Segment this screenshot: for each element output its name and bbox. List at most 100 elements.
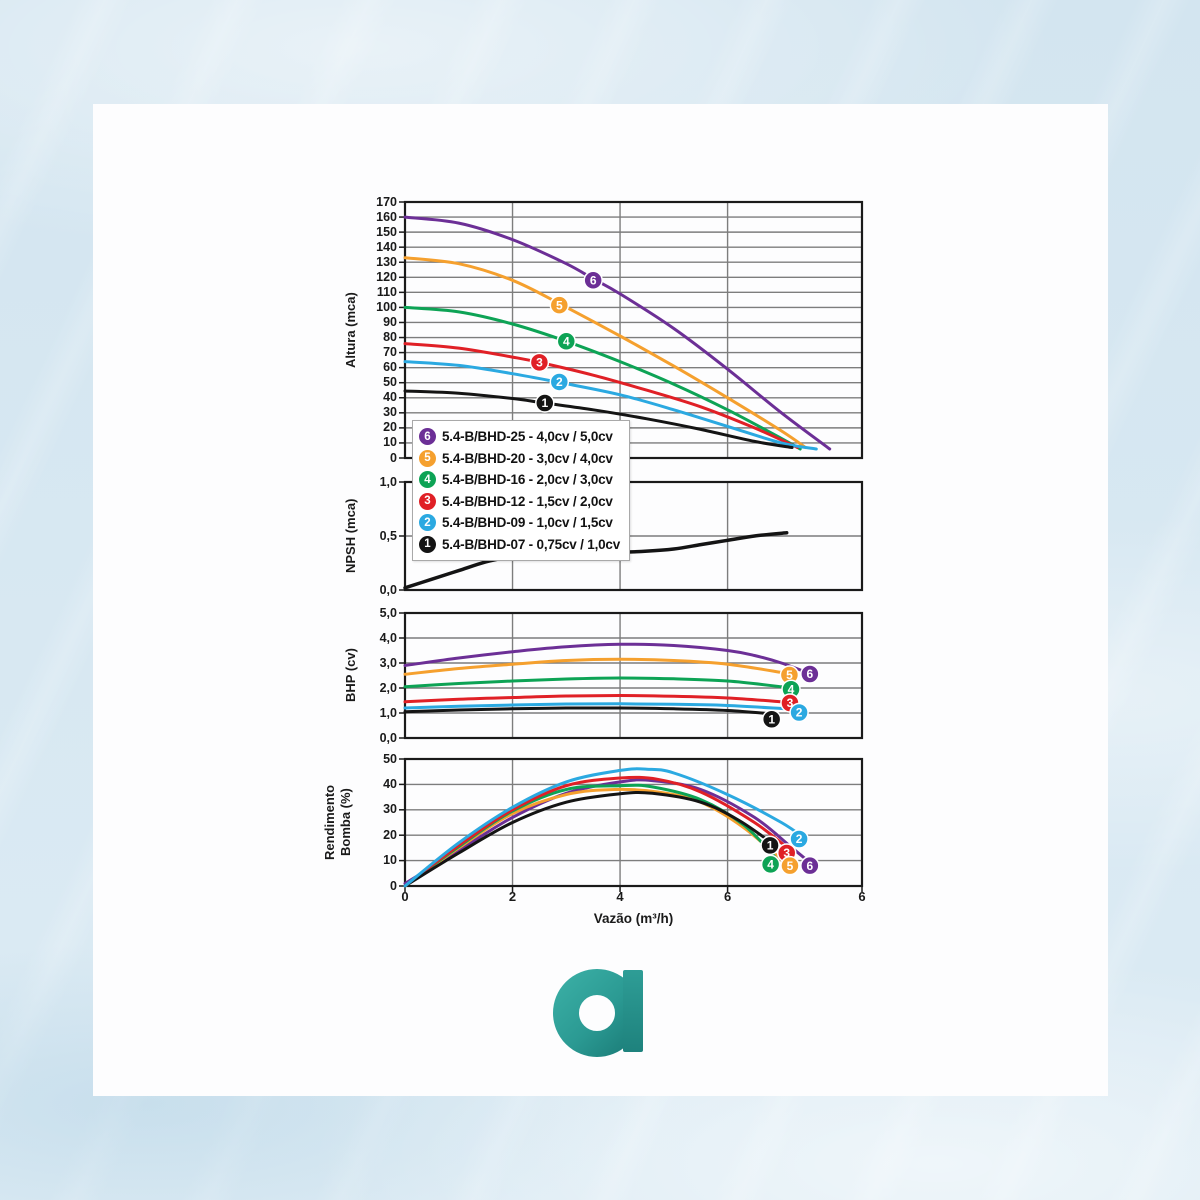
x-tick-label: 4 (616, 889, 624, 904)
series-marker-4: 4 (556, 331, 577, 352)
brand-a-logo (553, 969, 643, 1057)
series-marker-4: 4 (760, 854, 781, 875)
series-marker-1: 1 (535, 393, 555, 413)
y-tick-label: 5,0 (379, 605, 397, 620)
marker-number: 5 (787, 859, 794, 873)
marker-number: 3 (783, 846, 790, 860)
curve-series-3 (403, 775, 794, 888)
y-tick-label: 0,0 (379, 730, 397, 745)
y-tick-label: 100 (376, 299, 397, 314)
y-tick-label: 80 (383, 330, 397, 345)
marker-circle (556, 331, 577, 352)
series-marker-5: 5 (780, 855, 800, 876)
series-marker-2: 2 (789, 702, 809, 723)
curve-series-6 (403, 215, 832, 451)
legend-item: 6 5.4-B/BHD-25 - 4,0cv / 5,0cv (419, 426, 620, 448)
legend-label: 5.4-B/BHD-07 - 0,75cv / 1,0cv (442, 536, 621, 552)
legend-badge: 5 (419, 449, 436, 467)
legend-label: 5.4-B/BHD-09 - 1,0cv / 1,5cv (442, 515, 613, 531)
marker-circle (800, 664, 820, 684)
curve-series-3 (403, 342, 799, 449)
y-tick-label: 170 (376, 194, 397, 209)
page-card (93, 104, 1108, 1096)
y-tick-label: 0 (390, 450, 397, 465)
marker-number: 1 (767, 839, 774, 853)
legend-item: 1 5.4-B/BHD-07 - 0,75cv / 1,0cv (419, 534, 620, 556)
legend-label: 5.4-B/BHD-25 - 4,0cv / 5,0cv (442, 429, 613, 445)
rendimento-chart: 1 234 5 6 (399, 757, 864, 892)
altura-chart: 6 5 4 321 (399, 200, 864, 460)
y-tick-label: 50 (383, 751, 397, 766)
marker-number: 3 (787, 696, 794, 710)
legend-label: 5.4-B/BHD-16 - 2,0cv / 3,0cv (442, 472, 613, 488)
y-tick-label: 40 (383, 776, 397, 791)
marker-circle (549, 295, 570, 315)
curve-series-4 (403, 305, 802, 451)
y-tick-label: 10 (383, 435, 397, 450)
plot-border (403, 480, 864, 592)
marker-number: 3 (536, 356, 543, 370)
y-tick-label: 40 (383, 390, 397, 405)
curve-series-6 (403, 778, 816, 885)
marker-circle (529, 352, 550, 373)
plot-border (403, 200, 864, 460)
y-tick-label: 110 (376, 284, 397, 299)
marker-number: 2 (556, 375, 563, 389)
curve-series-2 (403, 702, 799, 712)
marker-number: 4 (563, 334, 570, 348)
y-tick-label: 140 (376, 239, 397, 254)
x-tick-label: 2 (508, 889, 517, 904)
marker-circle (760, 835, 780, 856)
y-tick-label: 50 (383, 375, 397, 390)
legend-badge: 4 (419, 471, 436, 489)
marker-number: 1 (541, 396, 548, 410)
curve-series-5 (403, 657, 791, 676)
marker-circle (583, 270, 603, 291)
series-marker-5: 5 (549, 295, 570, 315)
legend-item: 4 5.4-B/BHD-16 - 2,0cv / 3,0cv (419, 469, 620, 491)
curve-series-2 (403, 360, 818, 451)
y-tick-label: 90 (383, 314, 397, 329)
legend-label: 5.4-B/BHD-12 - 1,5cv / 2,0cv (442, 493, 613, 509)
marker-number: 2 (796, 706, 803, 720)
y-tick-label: 20 (383, 827, 397, 842)
marker-circle (760, 854, 781, 875)
x-axis-title: Vazão (m³/h) (593, 911, 674, 926)
x-tick-label: 0 (401, 889, 409, 904)
legend-badge: 6 (419, 428, 436, 446)
marker-number: 1 (768, 712, 775, 726)
series-marker-2: 2 (789, 829, 809, 849)
series-marker-6: 6 (800, 664, 820, 684)
curve-series-5 (403, 256, 807, 449)
legend-badge: 1 (419, 535, 436, 553)
chart-legend: 6 5.4-B/BHD-25 - 4,0cv / 5,0cv 5 5.4-B/BHD-… (412, 420, 631, 561)
curve-series-1 (403, 706, 778, 716)
curve-series-6 (403, 642, 810, 675)
curve-series-3 (403, 693, 792, 704)
marker-number: 2 (796, 832, 803, 846)
legend-badge: 3 (419, 492, 436, 510)
y-tick-label: 3,0 (379, 655, 397, 670)
marker-number: 5 (556, 298, 563, 312)
curve-series-2 (403, 767, 807, 888)
marker-circle (800, 855, 820, 876)
y-tick-label: 4,0 (379, 630, 397, 645)
series-marker-1: 1 (760, 835, 780, 856)
series-marker-2: 2 (549, 372, 570, 392)
logo-ring (553, 969, 641, 1057)
y-tick-label: 120 (376, 269, 397, 284)
plot-border (403, 757, 864, 888)
x-tick-label: 6 (723, 889, 732, 904)
y-tick-label: 1,0 (379, 705, 397, 720)
legend-badge: 2 (419, 514, 436, 532)
marker-number: 6 (807, 667, 814, 681)
y-tick-label: 0 (390, 878, 397, 893)
marker-circle (761, 709, 782, 729)
x-tick-label: 6 (858, 889, 866, 904)
legend-label: 5.4-B/BHD-20 - 3,0cv / 4,0cv (442, 450, 613, 466)
series-marker-3: 3 (529, 352, 550, 373)
series-marker-6: 6 (583, 270, 603, 291)
marker-circle (789, 702, 809, 723)
y-tick-label: 150 (376, 224, 397, 239)
y-tick-label: 20 (383, 420, 397, 435)
